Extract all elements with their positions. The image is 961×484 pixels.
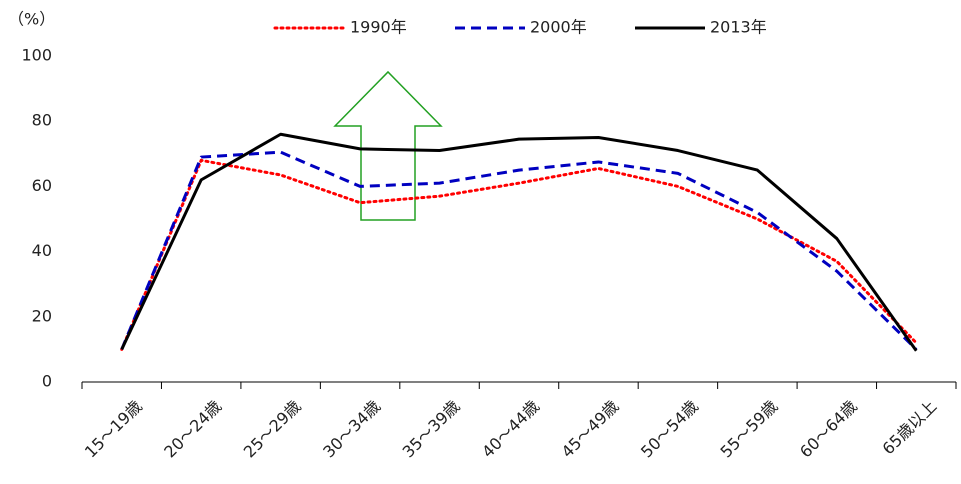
x-tick-label: 15～19歳 (81, 397, 146, 462)
y-tick-label: 0 (42, 372, 52, 391)
y-tick-label: 40 (32, 241, 52, 260)
y-tick-label: 100 (21, 46, 52, 65)
x-tick-label: 40～44歳 (478, 397, 543, 462)
x-tick-label: 65歳以上 (878, 397, 940, 459)
x-tick-label: 30～34歳 (319, 397, 384, 462)
x-tick-label: 45～49歳 (558, 397, 623, 462)
x-tick-label: 60～64歳 (796, 397, 861, 462)
series-line (120, 132, 918, 352)
legend-label: 2000年 (530, 18, 587, 37)
x-tick-label: 35～39歳 (399, 397, 464, 462)
x-tick-label: 50～54歳 (637, 397, 702, 462)
x-tick-label: 55～59歳 (717, 397, 782, 462)
y-axis-label: （%） (8, 10, 55, 29)
y-tick-label: 20 (32, 306, 52, 325)
series-line (120, 150, 918, 351)
y-tick-label: 60 (32, 176, 52, 195)
legend-label: 1990年 (350, 18, 407, 37)
legend-label: 2013年 (710, 18, 767, 37)
y-tick-label: 80 (32, 111, 52, 130)
x-tick-label: 25～29歳 (240, 397, 305, 462)
series-line (120, 158, 918, 351)
up-arrow (333, 70, 443, 221)
x-tick-label: 20～24歳 (160, 397, 225, 462)
